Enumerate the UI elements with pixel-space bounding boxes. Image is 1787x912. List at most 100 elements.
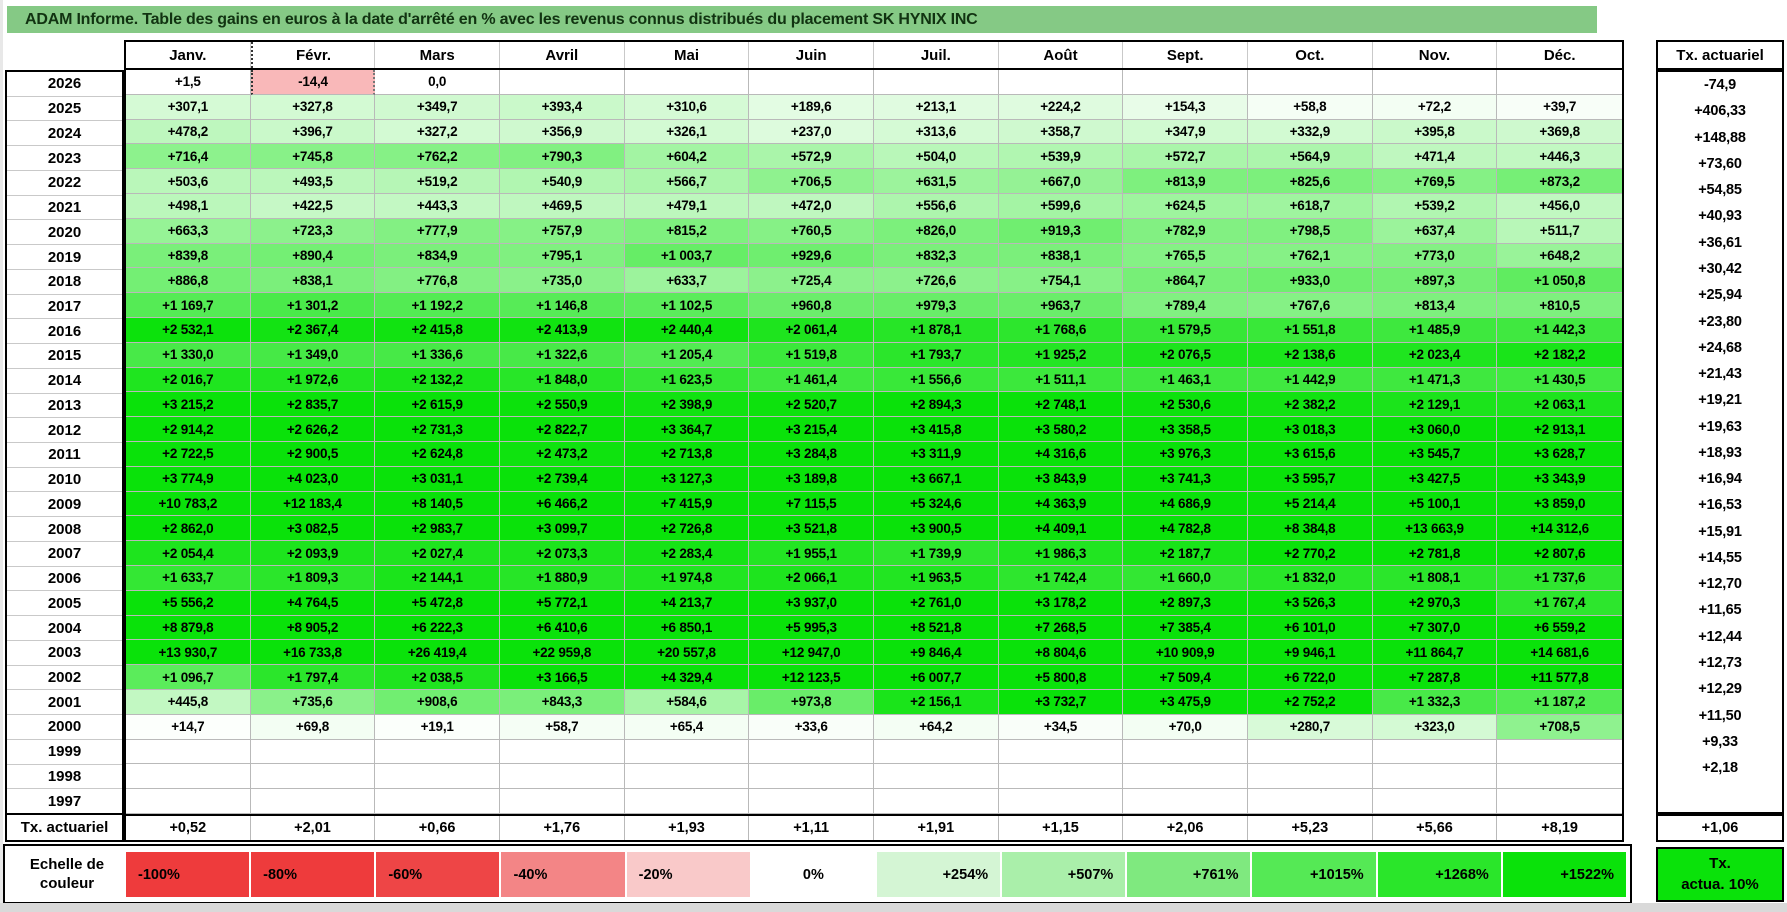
month-header-Juil[interactable]: Juil. <box>874 42 999 68</box>
cell-2018-Mars[interactable]: +776,8 <box>375 268 500 294</box>
year-label-2018[interactable]: 2018 <box>7 270 122 295</box>
cell-2021-Déc[interactable]: +456,0 <box>1497 193 1622 219</box>
cell-2020-Mars[interactable]: +777,9 <box>375 218 500 244</box>
tx-cell-2015[interactable]: +21,43 <box>1698 366 1742 383</box>
cell-2022-Mars[interactable]: +519,2 <box>375 169 500 194</box>
cell-2016-Janv[interactable]: +2 532,1 <box>126 317 251 343</box>
cell-2018-Avril[interactable]: +735,0 <box>499 268 625 294</box>
cell-2007-Févr[interactable]: +2 093,9 <box>250 541 376 566</box>
cell-2003-Juin[interactable]: +12 947,0 <box>749 640 874 666</box>
cell-2008-Août[interactable]: +4 409,1 <box>998 516 1124 542</box>
cell-2005-Juil[interactable]: +2 761,0 <box>873 590 999 616</box>
cell-1999-Mai[interactable] <box>624 739 750 765</box>
cell-2021-Juin[interactable]: +472,0 <box>749 193 874 219</box>
cell-2002-Nov[interactable]: +7 287,8 <box>1372 665 1498 690</box>
tx-cell-1997[interactable] <box>1658 802 1782 812</box>
cell-2019-Mai[interactable]: +1 003,7 <box>624 243 750 269</box>
cell-2025-Févr[interactable]: +327,8 <box>250 94 376 120</box>
tx-cell-2016[interactable]: +24,68 <box>1698 339 1742 356</box>
cell-2016-Juin[interactable]: +2 061,4 <box>749 317 874 343</box>
tx-cell-2001[interactable]: +9,33 <box>1702 733 1738 750</box>
cell-2020-Juin[interactable]: +760,5 <box>749 218 874 244</box>
cell-2009-Avril[interactable]: +6 466,2 <box>499 491 625 517</box>
cell-2008-Févr[interactable]: +3 082,5 <box>250 516 376 542</box>
cell-2014-Nov[interactable]: +1 471,3 <box>1372 367 1498 393</box>
cell-2016-Mai[interactable]: +2 440,4 <box>624 317 750 343</box>
cell-2009-Sept[interactable]: +4 686,9 <box>1123 491 1248 517</box>
cell-2011-Janv[interactable]: +2 722,5 <box>126 441 251 467</box>
cell-2025-Mai[interactable]: +310,6 <box>624 94 750 120</box>
cell-2019-Août[interactable]: +838,1 <box>998 243 1124 269</box>
cell-2000-Sept[interactable]: +70,0 <box>1123 714 1248 740</box>
cell-1997-Juil[interactable] <box>873 789 999 814</box>
cell-2025-Déc[interactable]: +39,7 <box>1497 94 1622 120</box>
cell-2020-Janv[interactable]: +663,3 <box>126 218 251 244</box>
cell-2026-Sept[interactable] <box>1123 70 1248 95</box>
cell-2011-Avril[interactable]: +2 473,2 <box>499 441 625 467</box>
cell-2017-Avril[interactable]: +1 146,8 <box>499 293 625 318</box>
cell-2010-Févr[interactable]: +4 023,0 <box>250 466 376 492</box>
tx-cell-2026[interactable]: -74,9 <box>1703 77 1737 94</box>
cell-2022-Juin[interactable]: +706,5 <box>749 169 874 194</box>
cell-2017-Août[interactable]: +963,7 <box>998 293 1124 318</box>
cell-2023-Juin[interactable]: +572,9 <box>749 144 874 170</box>
cell-2026-Avril[interactable] <box>499 70 625 95</box>
cell-2017-Juil[interactable]: +979,3 <box>873 293 999 318</box>
cell-2016-Avril[interactable]: +2 413,9 <box>499 317 625 343</box>
cell-2003-Avril[interactable]: +22 959,8 <box>499 640 625 666</box>
year-label-2013[interactable]: 2013 <box>7 394 122 419</box>
cell-1998-Févr[interactable] <box>250 764 376 790</box>
cell-2013-Août[interactable]: +2 748,1 <box>998 392 1124 418</box>
cell-2022-Sept[interactable]: +813,9 <box>1123 169 1248 194</box>
cell-2026-Nov[interactable] <box>1372 70 1498 95</box>
cell-2000-Juil[interactable]: +64,2 <box>873 714 999 740</box>
cell-2018-Févr[interactable]: +838,1 <box>250 268 376 294</box>
cell-2025-Oct[interactable]: +58,8 <box>1247 94 1373 120</box>
month-header-Déc[interactable]: Déc. <box>1543 46 1576 64</box>
cell-2011-Août[interactable]: +4 316,6 <box>998 441 1124 467</box>
cell-1997-Mai[interactable] <box>624 789 750 814</box>
cell-2000-Févr[interactable]: +69,8 <box>250 714 376 740</box>
cell-2002-Oct[interactable]: +6 722,0 <box>1247 665 1373 690</box>
year-label-2002[interactable]: 2002 <box>7 666 122 691</box>
cell-2024-Mars[interactable]: +327,2 <box>375 119 500 145</box>
cell-2018-Sept[interactable]: +864,7 <box>1123 268 1248 294</box>
tx-cell-2009[interactable]: +15,91 <box>1698 523 1742 540</box>
cell-2008-Nov[interactable]: +13 663,9 <box>1372 516 1498 542</box>
cell-2021-Nov[interactable]: +539,2 <box>1372 193 1498 219</box>
year-label-2024[interactable]: 2024 <box>7 121 122 147</box>
year-label-2016[interactable]: 2016 <box>7 319 122 345</box>
cell-1997-Juin[interactable] <box>749 789 874 814</box>
cell-2010-Janv[interactable]: +3 774,9 <box>126 466 251 492</box>
cell-2009-Juil[interactable]: +5 324,6 <box>873 491 999 517</box>
cell-2011-Nov[interactable]: +3 545,7 <box>1372 441 1498 467</box>
cell-2022-Janv[interactable]: +503,6 <box>126 169 251 194</box>
cell-2014-Janv[interactable]: +2 016,7 <box>126 367 251 393</box>
cell-2022-Déc[interactable]: +873,2 <box>1497 169 1622 194</box>
cell-2002-Avril[interactable]: +3 166,5 <box>499 665 625 690</box>
cell-2007-Déc[interactable]: +2 807,6 <box>1497 541 1622 566</box>
cell-2015-Août[interactable]: +1 925,2 <box>998 342 1124 368</box>
footer-cell-Juil[interactable]: +1,91 <box>874 816 999 840</box>
cell-2005-Oct[interactable]: +3 526,3 <box>1247 590 1373 616</box>
cell-2019-Sept[interactable]: +765,5 <box>1123 243 1248 269</box>
cell-2010-Avril[interactable]: +2 739,4 <box>499 466 625 492</box>
cell-2017-Déc[interactable]: +810,5 <box>1497 293 1622 318</box>
year-label-2008[interactable]: 2008 <box>7 517 122 542</box>
year-label-2025[interactable]: 2025 <box>7 97 122 122</box>
cell-2006-Déc[interactable]: +1 737,6 <box>1497 565 1622 591</box>
cell-2009-Déc[interactable]: +3 859,0 <box>1497 491 1622 517</box>
cell-2021-Juil[interactable]: +556,6 <box>873 193 999 219</box>
tx-cell-2017[interactable]: +23,80 <box>1698 313 1742 330</box>
cell-2012-Janv[interactable]: +2 914,2 <box>126 417 251 442</box>
cell-2001-Oct[interactable]: +2 752,2 <box>1247 689 1373 715</box>
cell-2013-Juin[interactable]: +2 520,7 <box>749 392 874 418</box>
cell-2012-Mars[interactable]: +2 731,3 <box>375 417 500 442</box>
cell-2007-Nov[interactable]: +2 781,8 <box>1372 541 1498 566</box>
tx-cell-2004[interactable]: +12,73 <box>1698 654 1742 671</box>
cell-2026-Déc[interactable] <box>1497 70 1622 95</box>
cell-2022-Mai[interactable]: +566,7 <box>624 169 750 194</box>
cell-2023-Déc[interactable]: +446,3 <box>1497 144 1622 170</box>
cell-2014-Déc[interactable]: +1 430,5 <box>1497 367 1622 393</box>
year-label-2026[interactable]: 2026 <box>7 72 122 97</box>
